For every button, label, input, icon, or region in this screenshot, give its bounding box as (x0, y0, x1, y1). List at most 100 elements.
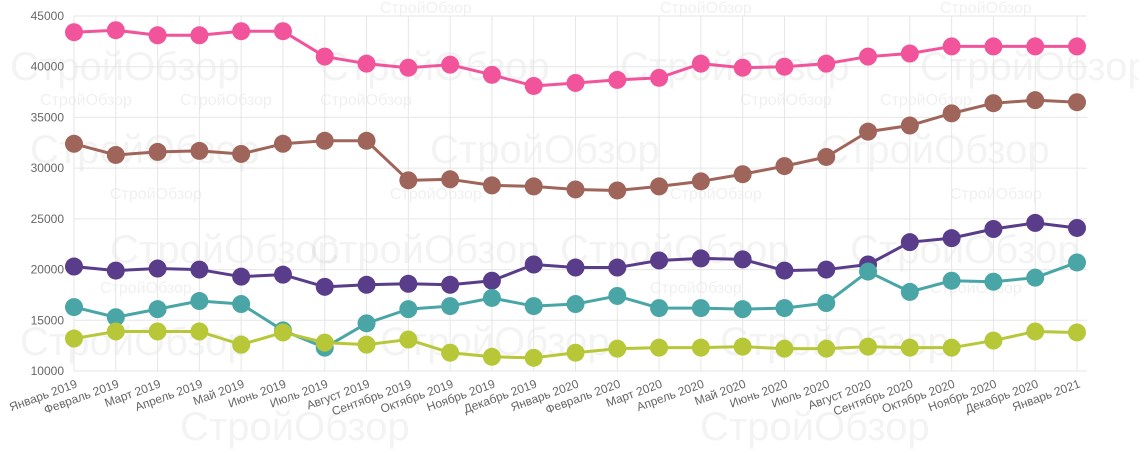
data-point (399, 171, 418, 190)
series-points (65, 21, 1086, 367)
data-point (608, 70, 627, 89)
data-point (650, 299, 669, 318)
data-point (315, 131, 334, 150)
data-point (942, 229, 961, 248)
data-point (900, 233, 919, 252)
data-point (357, 54, 376, 73)
data-point (775, 261, 794, 280)
data-point (942, 37, 961, 56)
data-point (357, 335, 376, 354)
data-point (273, 323, 292, 342)
data-point (357, 314, 376, 333)
data-point (273, 265, 292, 284)
data-point (232, 267, 251, 286)
data-point (1068, 37, 1086, 56)
data-point (65, 329, 83, 348)
data-point (190, 26, 209, 45)
data-point (817, 54, 836, 73)
data-point (315, 277, 334, 296)
data-point (232, 295, 251, 314)
data-point (524, 177, 543, 196)
data-point (984, 37, 1003, 56)
y-tick-label: 45000 (31, 9, 65, 23)
data-point (1026, 213, 1045, 232)
data-point (106, 145, 125, 164)
y-tick-label: 35000 (31, 110, 65, 124)
data-point (190, 260, 209, 279)
data-point (650, 338, 669, 357)
data-point (399, 58, 418, 77)
data-point (900, 282, 919, 301)
data-point (524, 76, 543, 95)
data-point (984, 220, 1003, 238)
data-point (482, 347, 501, 366)
data-point (566, 73, 585, 92)
data-point (399, 330, 418, 349)
data-point (441, 275, 460, 294)
data-point (441, 343, 460, 362)
data-point (524, 297, 543, 316)
data-point (859, 47, 878, 66)
data-point (1068, 93, 1086, 112)
data-point (399, 274, 418, 293)
data-point (1068, 218, 1086, 237)
y-tick-label: 25000 (31, 212, 65, 226)
data-point (190, 292, 209, 311)
data-point (691, 54, 710, 73)
data-point (232, 335, 251, 354)
data-point (566, 295, 585, 314)
data-point (900, 44, 919, 63)
data-point (1068, 323, 1086, 342)
data-point (65, 257, 83, 276)
data-point (148, 300, 167, 319)
data-point (1026, 268, 1045, 287)
data-point (859, 122, 878, 141)
data-point (608, 258, 627, 277)
data-point (232, 22, 251, 41)
data-point (65, 23, 83, 42)
data-point (608, 181, 627, 200)
data-point (733, 337, 752, 356)
data-point (273, 22, 292, 41)
data-point (859, 337, 878, 356)
data-point (65, 134, 83, 153)
data-point (524, 348, 543, 367)
data-point (1026, 91, 1045, 110)
data-point (859, 262, 878, 281)
data-point (984, 272, 1003, 291)
data-point (691, 249, 710, 268)
data-point (817, 147, 836, 166)
data-point (232, 144, 251, 163)
data-point (775, 339, 794, 358)
data-point (650, 68, 669, 87)
y-tick-label: 10000 (31, 364, 65, 378)
data-point (608, 286, 627, 305)
data-point (817, 339, 836, 358)
data-point (566, 258, 585, 277)
data-point (148, 259, 167, 278)
data-point (942, 271, 961, 290)
data-point (106, 322, 125, 341)
y-tick-label: 30000 (31, 161, 65, 175)
data-point (148, 322, 167, 341)
data-point (733, 300, 752, 319)
y-tick-label: 20000 (31, 263, 65, 277)
data-point (817, 294, 836, 313)
data-point (1068, 253, 1086, 272)
data-point (482, 176, 501, 195)
data-point (482, 271, 501, 290)
data-point (691, 299, 710, 318)
data-point (1026, 37, 1045, 56)
data-point (441, 297, 460, 316)
data-point (775, 299, 794, 318)
data-point (315, 47, 334, 66)
data-point (1026, 322, 1045, 341)
data-point (942, 104, 961, 123)
data-point (106, 261, 125, 280)
data-point (733, 250, 752, 269)
data-point (817, 260, 836, 279)
data-point (315, 333, 334, 352)
data-point (775, 57, 794, 76)
data-point (190, 141, 209, 160)
